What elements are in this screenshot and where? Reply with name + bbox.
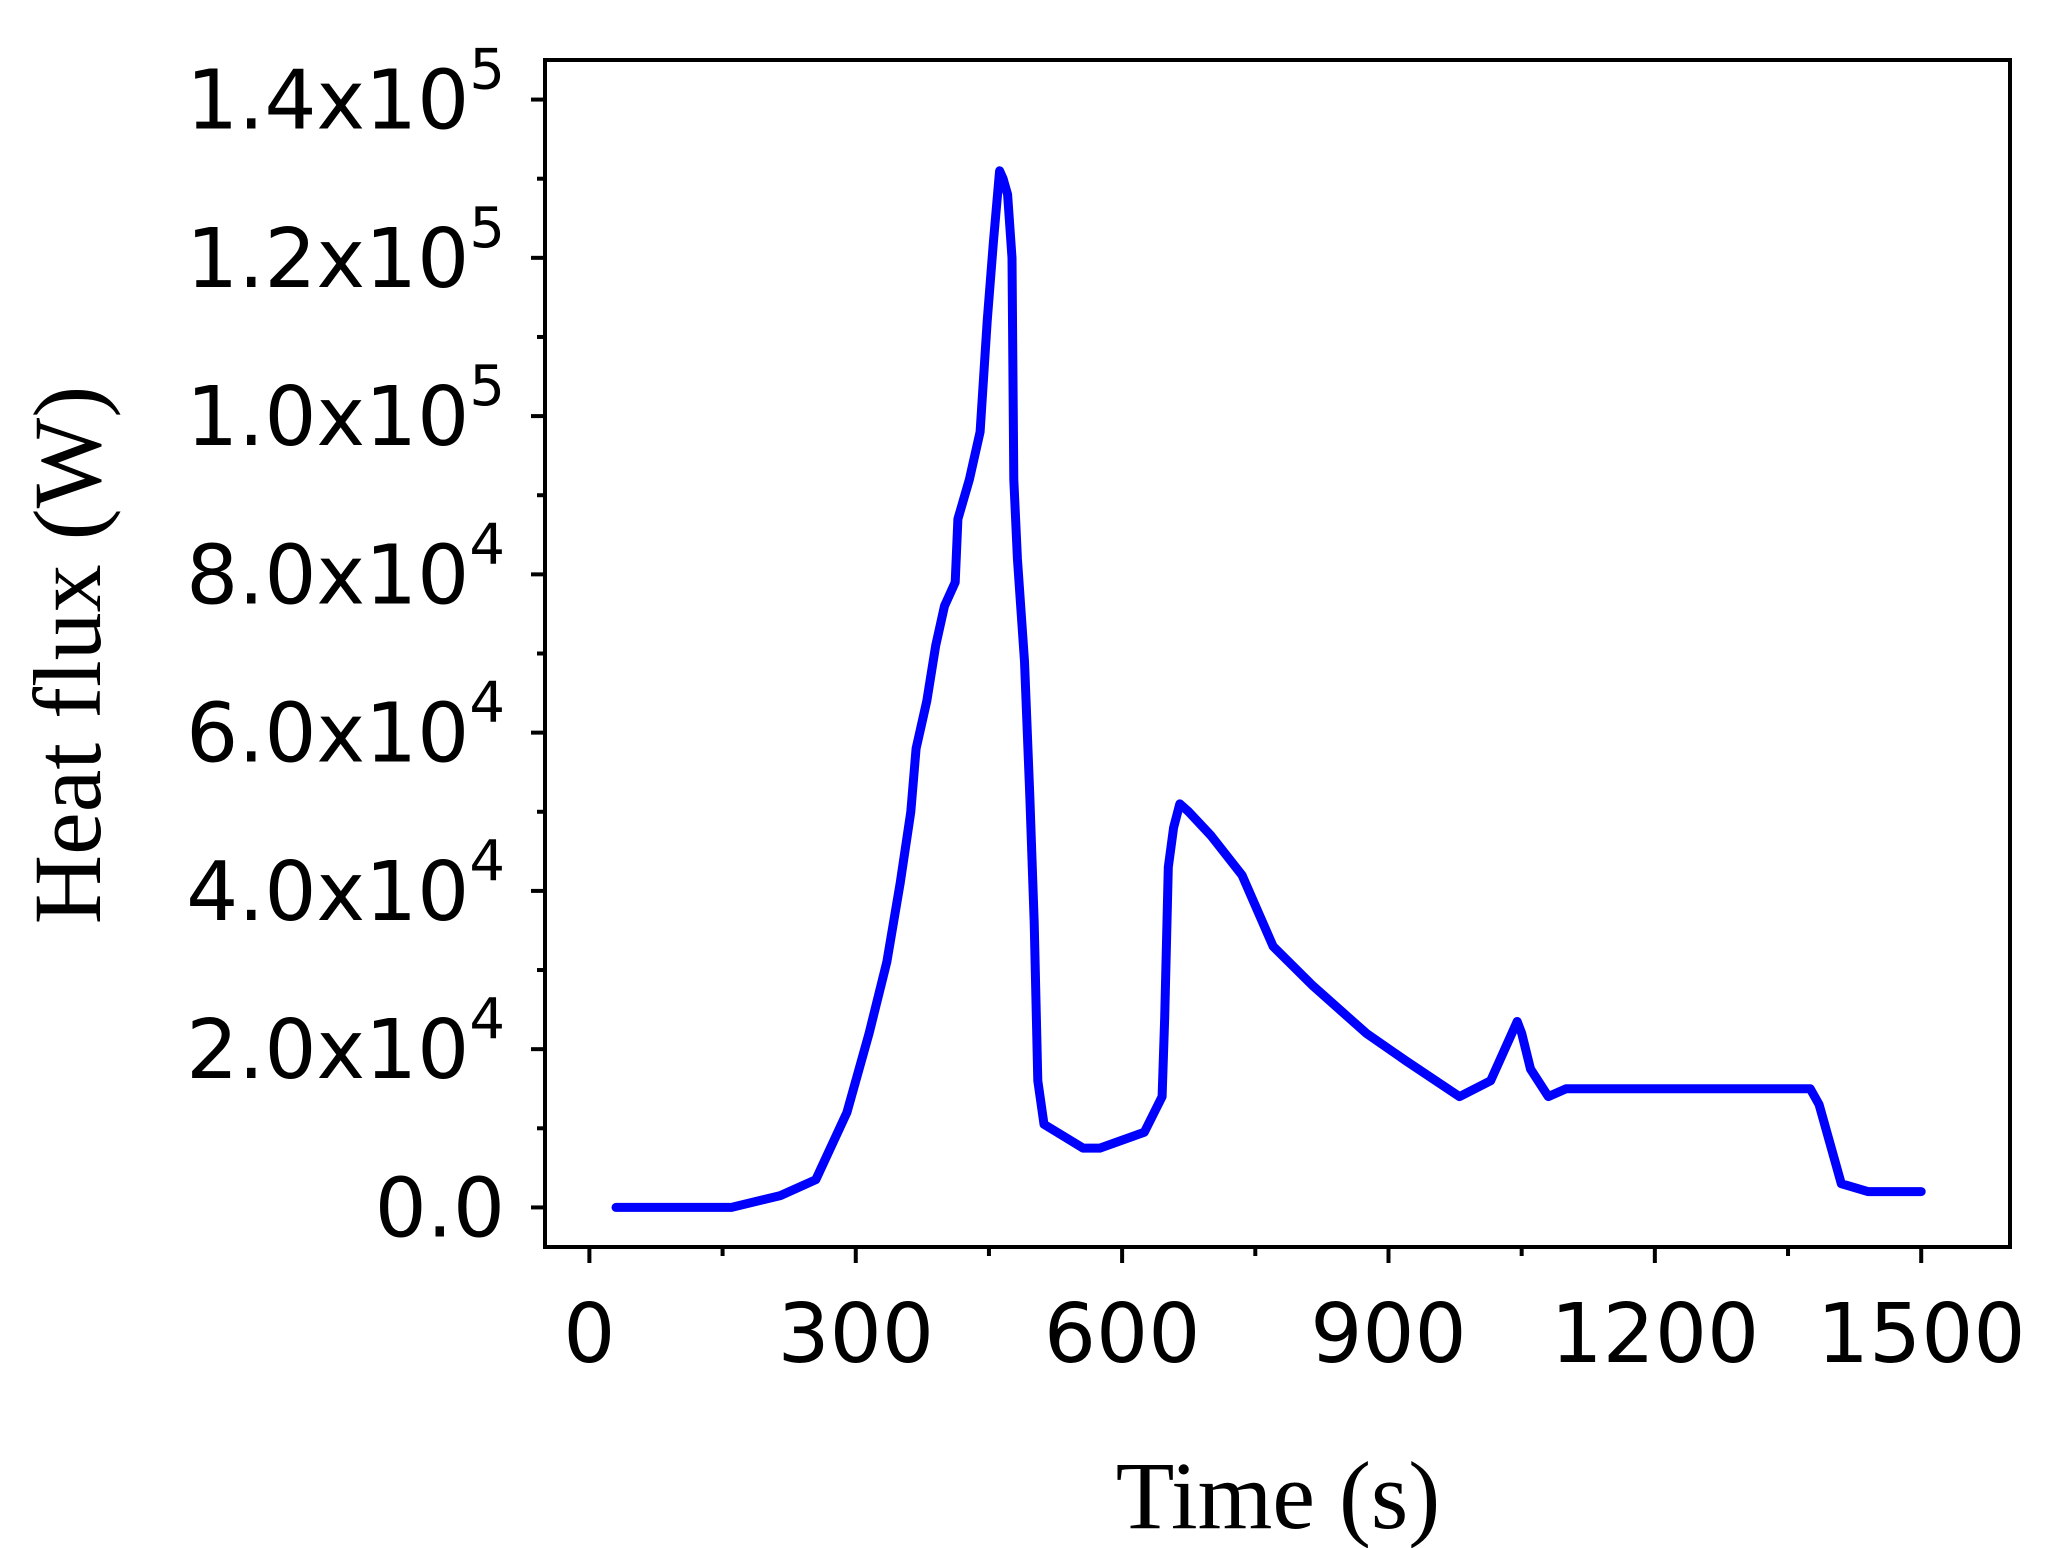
y-tick-label: 1.2x105 <box>186 196 505 307</box>
series-layer <box>611 166 1926 1212</box>
y-tick-label: 2.0x104 <box>186 987 505 1098</box>
y-axis-ticks: 0.0 2.0x104 4.0x104 6.0x104 8.0x104 1.0x105 1.… <box>186 38 545 1256</box>
x-tick-label: 0 <box>563 1287 615 1382</box>
x-axis-ticks: 0 300 600 900 1200 1500 <box>563 1247 2026 1382</box>
y-tick-label: 1.0x105 <box>186 354 505 465</box>
x-tick-label: 600 <box>1044 1287 1201 1382</box>
x-tick-label: 300 <box>777 1287 934 1382</box>
x-tick-label: 900 <box>1310 1287 1467 1382</box>
y-tick-label: 6.0x104 <box>186 671 505 782</box>
y-axis-title: Heat flux (W) <box>14 386 121 924</box>
y-tick-label: 4.0x104 <box>186 829 505 940</box>
plot-frame <box>543 58 2012 1249</box>
x-tick-label: 1200 <box>1551 1287 1760 1382</box>
y-tick-label: 8.0x104 <box>186 512 505 623</box>
y-tick-label: 0.0 <box>375 1161 505 1256</box>
y-tick-label: 1.4x105 <box>186 38 505 149</box>
x-tick-label: 1500 <box>1817 1287 2026 1382</box>
series-line-heat-flux <box>611 166 1926 1212</box>
x-axis-title: Time (s) <box>1116 1442 1441 1548</box>
